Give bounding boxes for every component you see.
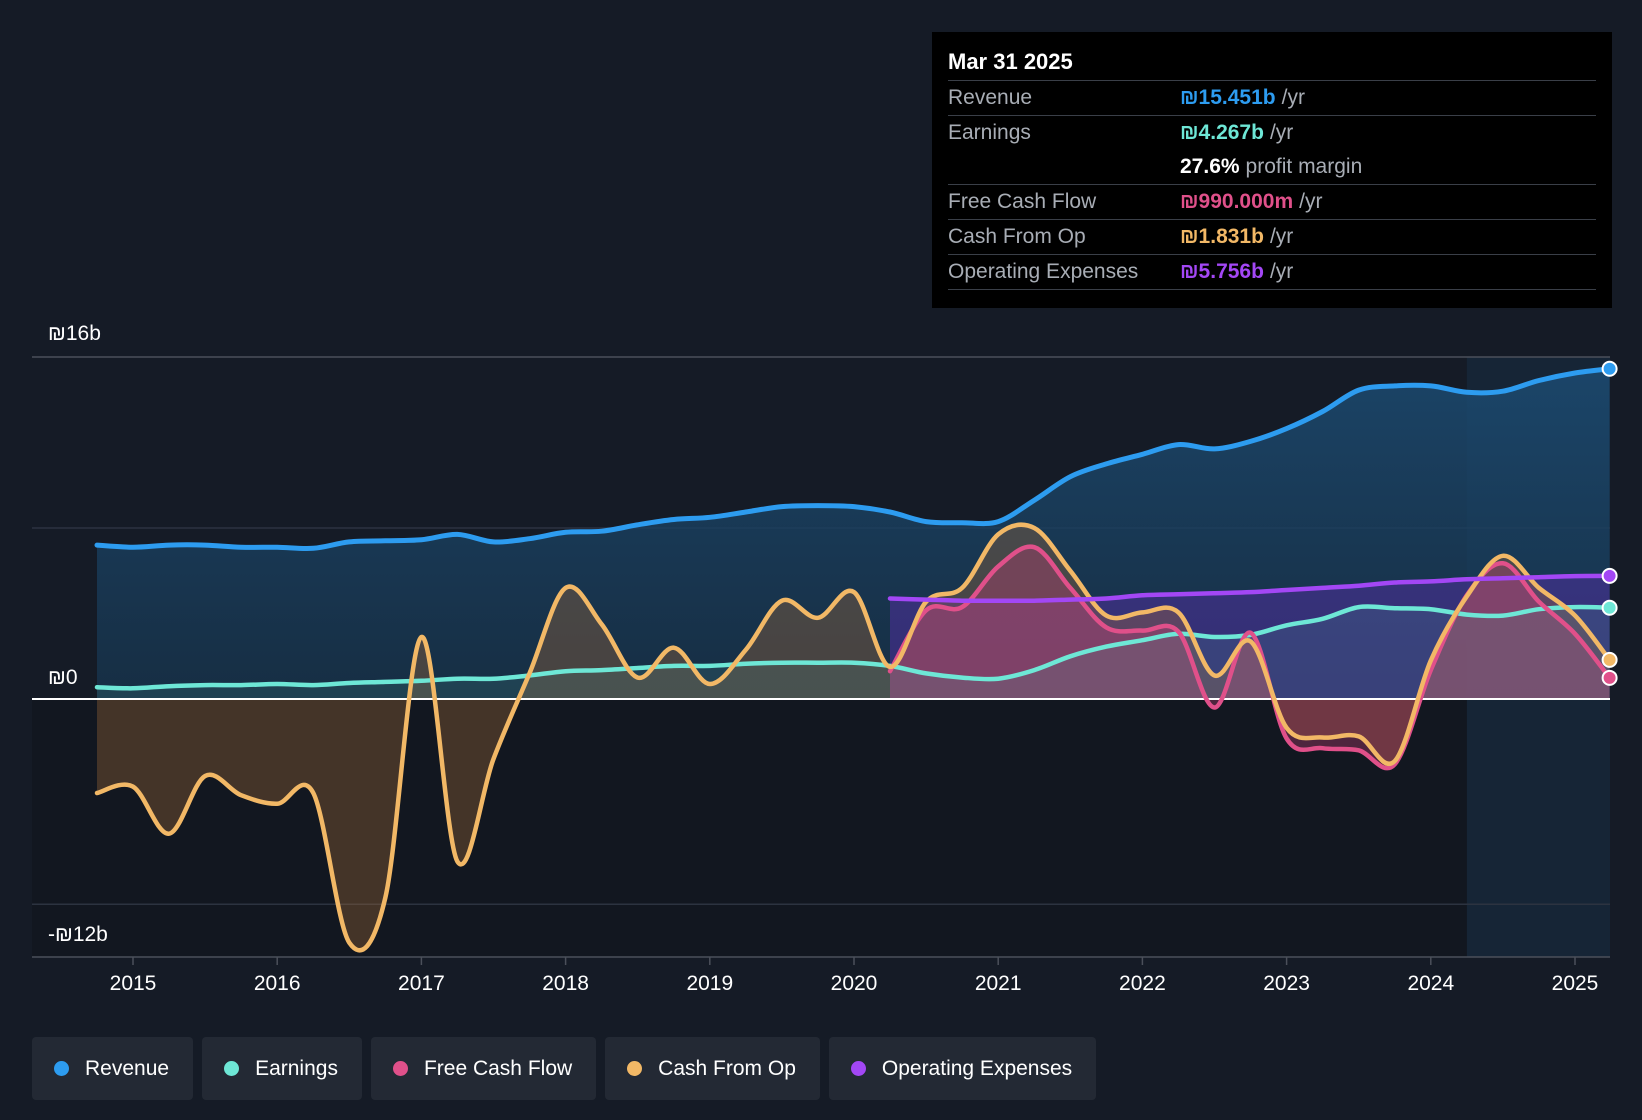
legend-item-revenue[interactable]: Revenue [32,1037,194,1100]
legend-dot-icon [224,1061,240,1076]
tooltip-value: ₪990.000m [1180,190,1294,213]
fcf-end-point [1601,669,1618,686]
tooltip-unit: /yr [1269,260,1294,283]
x-tick-label-2016: 2016 [254,972,301,995]
tooltip-date: Mar 31 2025 [948,49,1073,74]
revenue-area [97,368,1610,699]
legend-item-cash-from-op[interactable]: Cash From Op [605,1037,820,1100]
tooltip-label: Free Cash Flow [948,190,1097,213]
tooltip-panel: Mar 31 2025 Revenue ₪15.451b /yr Earning… [932,32,1612,308]
legend-item-free-cash-flow[interactable]: Free Cash Flow [370,1037,597,1100]
legend-item-earnings[interactable]: Earnings [202,1037,362,1100]
x-tick-label-2020: 2020 [831,972,878,995]
lower-band [32,699,1467,957]
tooltip-label: Cash From Op [948,225,1086,248]
x-tick-label-2025: 2025 [1552,972,1599,995]
tooltip-label: Operating Expenses [948,260,1139,283]
tooltip-label: Earnings [948,121,1031,144]
tooltip-value: ₪4.267b [1180,121,1264,144]
legend-item-operating-expenses[interactable]: Operating Expenses [828,1037,1097,1100]
tooltip-value: 27.6% [1180,155,1240,178]
y-axis-label-zero: ₪0 [48,666,78,689]
x-tick-label-2015: 2015 [110,972,157,995]
tooltip-unit: /yr [1269,121,1294,144]
x-tick-label-2024: 2024 [1407,972,1454,995]
x-tick-label-2019: 2019 [686,972,733,995]
y-axis-label-top: ₪16b [48,322,101,345]
tooltip-value: ₪1.831b [1180,225,1264,248]
legend-dot-icon [392,1061,408,1076]
x-tick-label-2018: 2018 [542,972,589,995]
x-tick-label-2022: 2022 [1119,972,1166,995]
legend-label: Free Cash Flow [423,1056,573,1080]
fcf-area [890,546,1610,769]
revenue-end-point [1601,360,1618,377]
tooltip-divider [948,289,1596,290]
tooltip-row-operating-expenses: Operating Expenses ₪5.756b /yr [948,254,1596,289]
tooltip-unit: profit margin [1245,155,1363,178]
legend-label: Earnings [255,1056,338,1080]
chart-svg: ₪16b ₪0 -₪12b 2015 2016 2017 2018 2019 2020 20… [32,322,1618,995]
tooltip-unit: /yr [1269,225,1294,248]
x-tick-label-2021: 2021 [975,972,1022,995]
tooltip-row-revenue: Revenue ₪15.451b /yr [948,80,1596,115]
cfo-end-point [1601,651,1618,668]
tooltip-value: ₪15.451b [1180,86,1276,109]
legend-dot-icon [54,1061,69,1076]
tooltip-unit: /yr [1281,86,1305,109]
legend-label: Operating Expenses [881,1056,1073,1080]
x-tick-label-2023: 2023 [1263,972,1310,995]
legend-label: Cash From Op [658,1056,796,1080]
tooltip-value: ₪5.756b [1180,260,1264,283]
tooltip-unit: /yr [1299,190,1323,213]
legend-dot-icon [850,1061,866,1076]
tooltip-row-earnings: Earnings ₪4.267b /yr [948,115,1596,150]
tooltip-row-profit-margin: 27.6% profit margin [948,150,1596,184]
tooltip-row-free-cash-flow: Free Cash Flow ₪990.000m /yr [948,184,1596,219]
tooltip-label: Revenue [948,86,1033,109]
opex-line [887,573,1610,604]
earnings-end-point [1601,599,1618,616]
opex-end-point [1601,567,1618,584]
tooltip-row-cash-from-op: Cash From Op ₪1.831b /yr [948,219,1596,254]
legend: Revenue Earnings Free Cash Flow Cash Fro… [32,1037,1097,1100]
cfo-line [94,522,1610,953]
x-tick-label-2017: 2017 [398,972,445,995]
legend-dot-icon [627,1061,643,1076]
revenue-line [94,366,1610,552]
y-axis-label-bottom: -₪12b [48,923,108,946]
legend-label: Revenue [85,1056,170,1080]
earnings-line [94,604,1610,691]
